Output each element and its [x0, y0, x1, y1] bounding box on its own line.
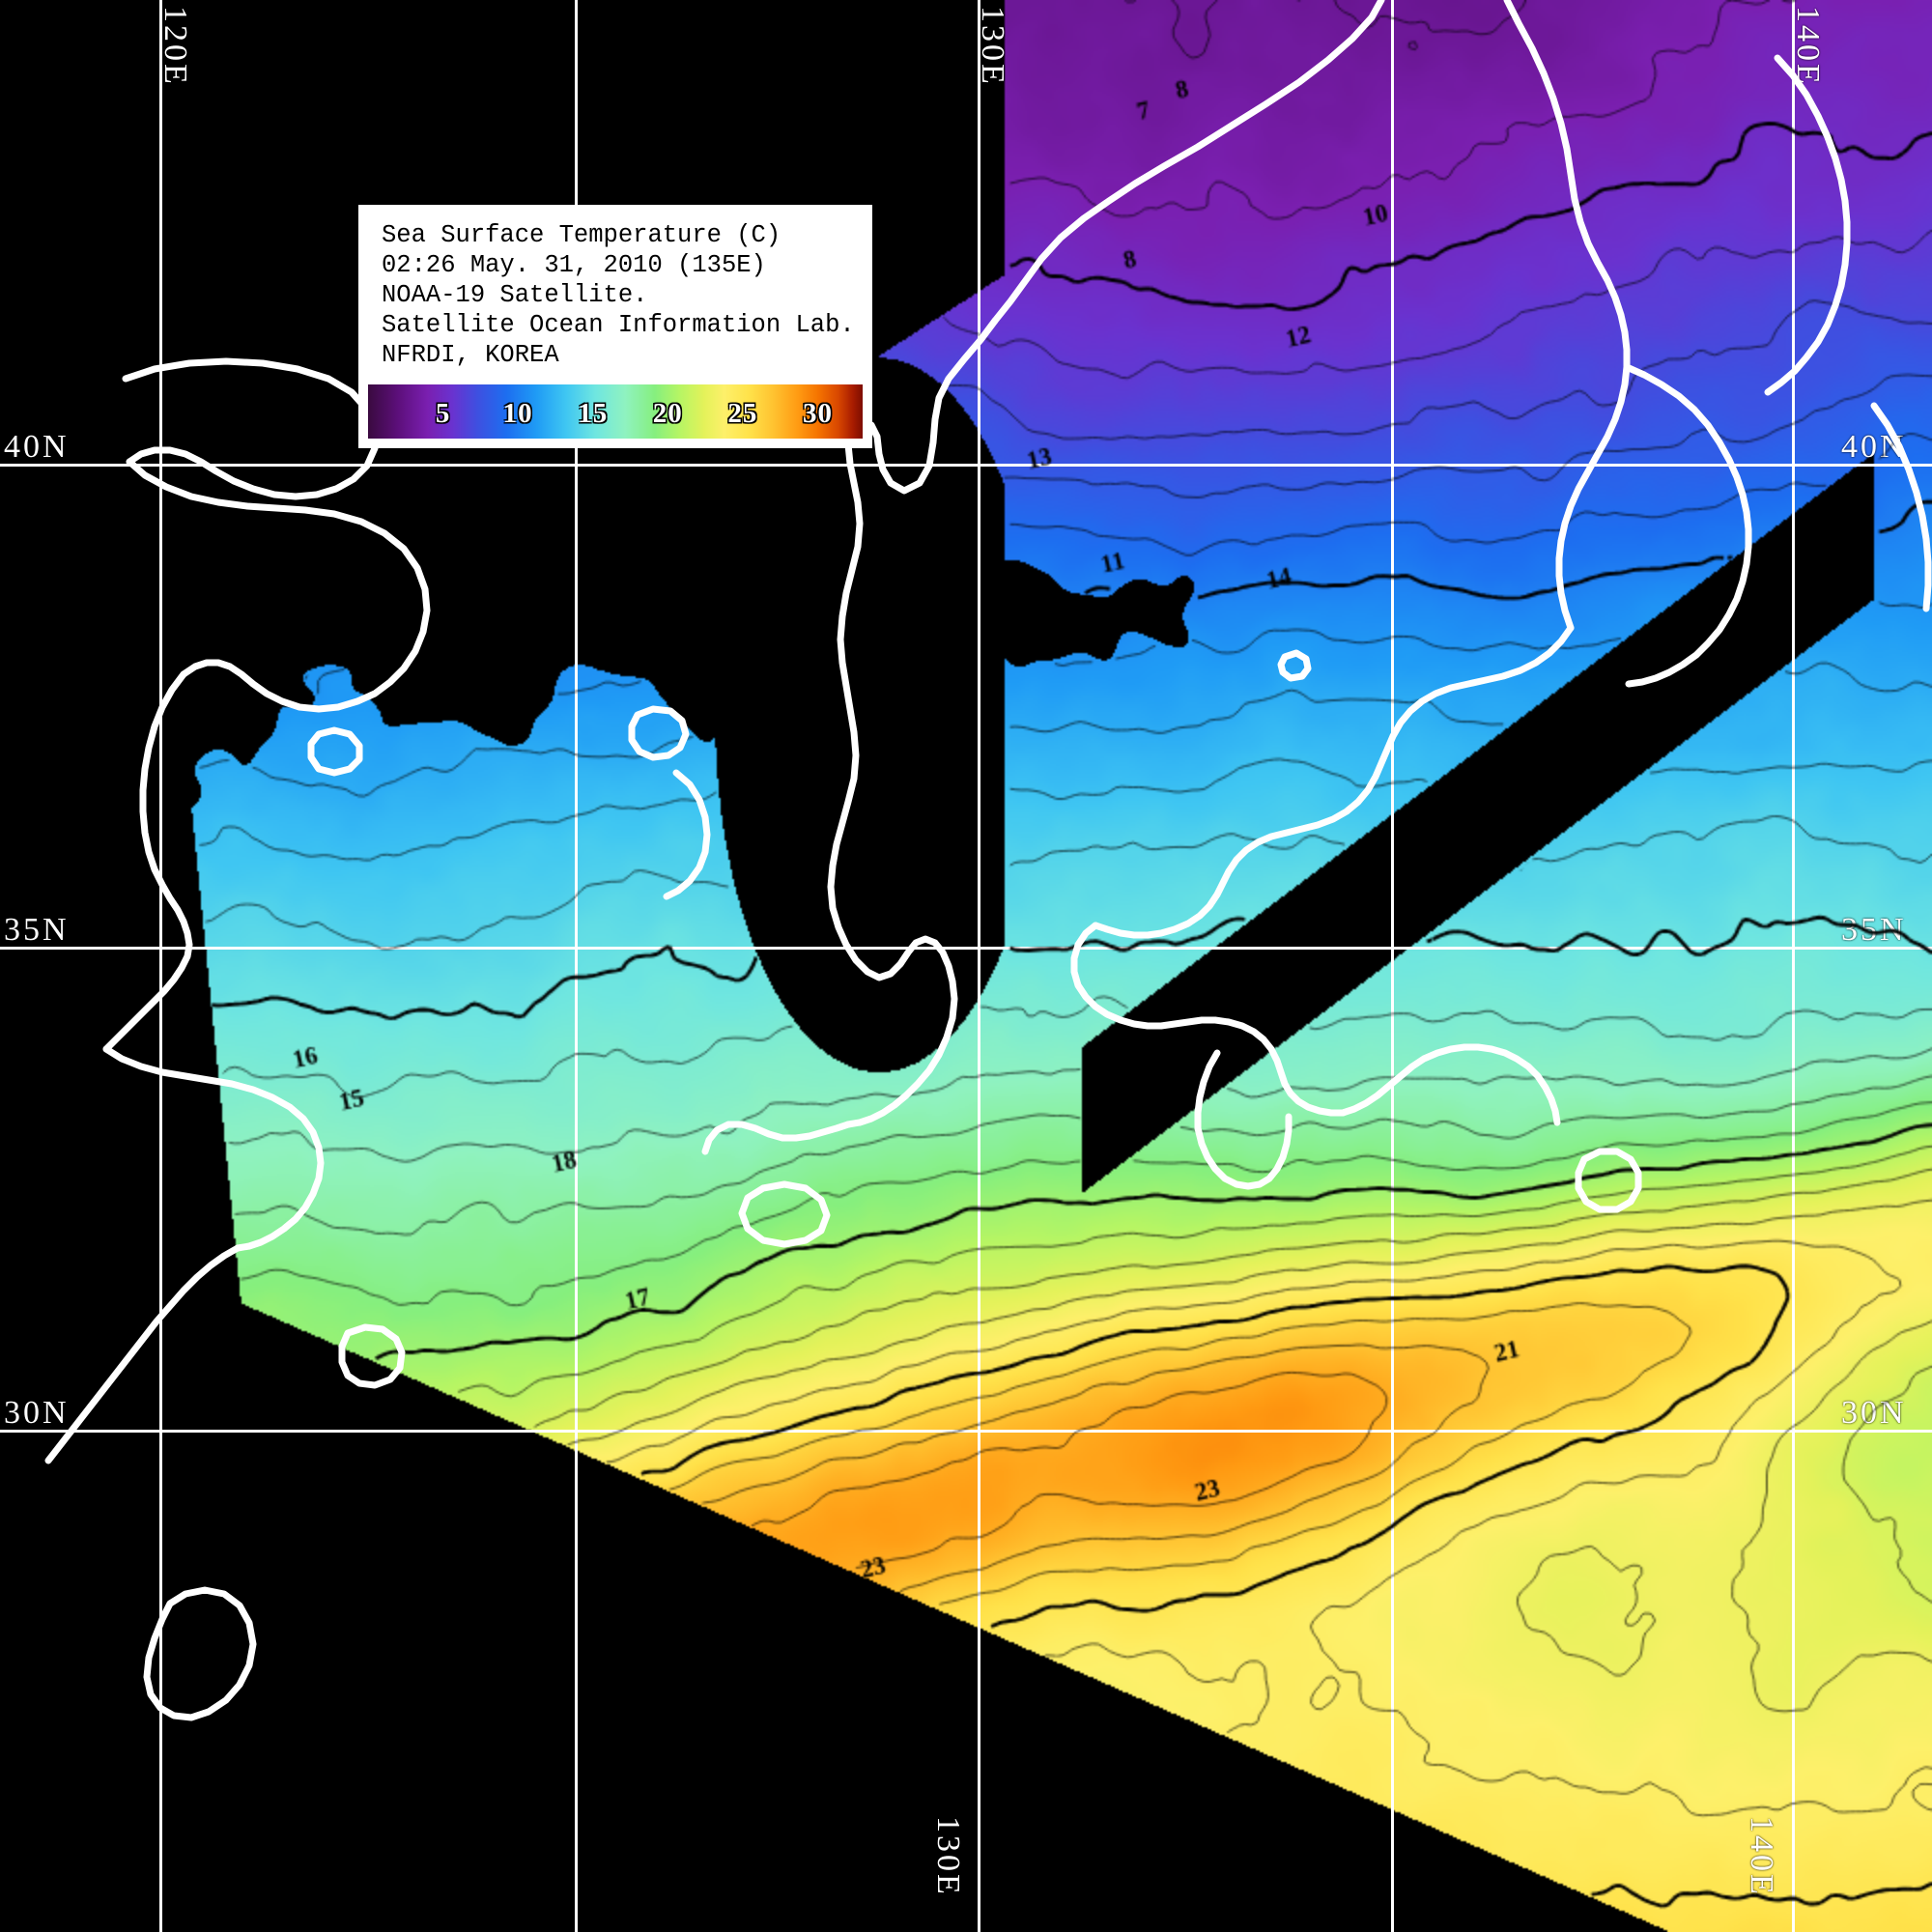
colorbar-container: 5 10 15 20 25 30: [368, 384, 863, 439]
colorbar-tick-20: 20: [652, 398, 683, 429]
colorbar-tick-labels: 5 10 15 20 25 30: [368, 384, 863, 439]
colorbar-tick-25: 25: [727, 398, 758, 429]
colorbar-tick-30: 30: [802, 398, 833, 429]
legend-line-lab: Satellite Ocean Information Lab.: [382, 311, 855, 339]
legend-line-agency: NFRDI, KOREA: [382, 341, 559, 369]
map-legend-box: Sea Surface Temperature (C) 02:26 May. 3…: [358, 205, 872, 448]
colorbar-tick-15: 15: [578, 398, 609, 429]
legend-line-satellite: NOAA-19 Satellite.: [382, 281, 648, 309]
colorbar-tick-5: 5: [435, 398, 451, 429]
colorbar-tick-10: 10: [502, 398, 533, 429]
legend-line-datetime: 02:26 May. 31, 2010 (135E): [382, 251, 766, 279]
legend-line-title: Sea Surface Temperature (C): [382, 221, 781, 249]
legend-text-block: Sea Surface Temperature (C) 02:26 May. 3…: [360, 207, 870, 382]
